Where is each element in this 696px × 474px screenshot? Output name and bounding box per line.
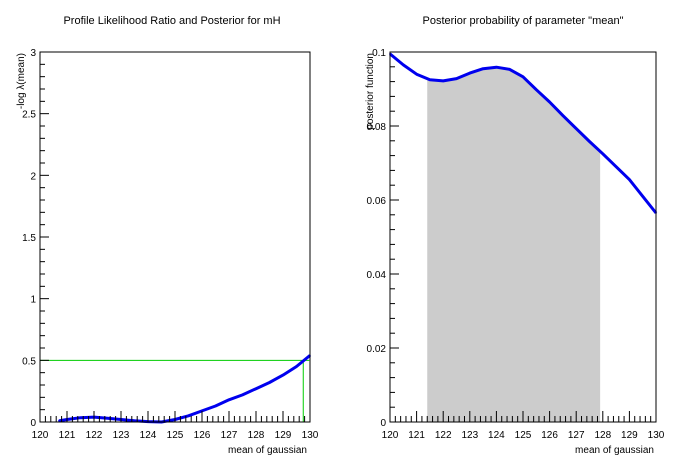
data-point — [508, 68, 511, 71]
data-point — [79, 416, 82, 419]
data-point — [455, 77, 458, 80]
data-point — [133, 419, 136, 422]
data-point — [106, 417, 109, 420]
chart-title: Posterior probability of parameter "mean… — [422, 15, 623, 27]
profile-likelihood-chart: Profile Likelihood Ratio and Posterior f… — [16, 15, 319, 456]
data-point — [495, 66, 498, 68]
series-line — [58, 354, 311, 424]
data-point — [241, 394, 244, 396]
y-tick-label: 0.5 — [22, 356, 36, 367]
data-point — [641, 195, 644, 198]
x-tick-label: 125 — [515, 430, 532, 441]
axis-ticks: 120 121 122 123 124 125 126 127 128 129 130 0 0.02 0.… — [367, 48, 665, 441]
x-tick-label: 130 — [648, 430, 665, 441]
y-tick-label: 1 — [30, 295, 36, 306]
axis-ticks: 120 121 122 123 124 125 126 127 128 129 130 0 0.5 1 1.… — [22, 48, 319, 441]
data-point — [442, 80, 445, 82]
data-point — [522, 75, 524, 78]
data-point — [415, 73, 418, 75]
chart-title: Profile Likelihood Ratio and Posterior f… — [63, 15, 280, 27]
x-tick-label: 128 — [248, 430, 265, 441]
data-point — [214, 405, 217, 407]
data-point — [187, 415, 190, 417]
data-point — [402, 64, 405, 66]
data-point — [588, 140, 591, 143]
x-tick-label: 123 — [113, 430, 130, 441]
x-axis-label: mean of gaussian — [228, 445, 307, 456]
y-tick-label: 0.06 — [367, 196, 387, 207]
x-tick-label: 125 — [167, 430, 184, 441]
data-point — [58, 419, 60, 422]
x-tick-label: 121 — [59, 430, 76, 441]
y-axis-label: posterior function — [365, 53, 376, 130]
x-axis-label: mean of gaussian — [575, 445, 654, 456]
x-tick-label: 124 — [488, 430, 505, 441]
y-tick-label: 1.5 — [22, 233, 36, 244]
data-point — [615, 165, 617, 168]
data-point — [602, 152, 604, 155]
data-point — [548, 101, 551, 103]
x-tick-label: 120 — [32, 430, 49, 441]
y-tick-label: 0.08 — [367, 122, 387, 133]
x-tick-label: 121 — [408, 430, 425, 441]
y-tick-label: 0 — [380, 418, 386, 429]
x-tick-label: 124 — [140, 430, 157, 441]
credible-interval-area — [427, 67, 601, 423]
x-tick-label: 122 — [435, 430, 452, 441]
data-point — [268, 381, 271, 384]
x-tick-label: 130 — [302, 430, 319, 441]
y-tick-label: 0.04 — [367, 270, 387, 281]
x-tick-label: 123 — [461, 430, 478, 441]
x-tick-label: 122 — [86, 430, 103, 441]
x-tick-label: 126 — [541, 430, 558, 441]
data-point — [535, 88, 538, 91]
y-tick-label: 0.02 — [367, 344, 387, 355]
data-point — [482, 67, 484, 70]
y-tick-label: 0.1 — [372, 48, 386, 59]
y-axis-label: -log λ(mean) — [16, 53, 27, 109]
y-tick-label: 2 — [30, 171, 36, 182]
x-tick-label: 120 — [382, 430, 399, 441]
data-point — [575, 127, 577, 130]
x-tick-label: 127 — [568, 430, 585, 441]
x-tick-label: 128 — [594, 430, 611, 441]
data-point — [295, 365, 298, 368]
x-tick-label: 129 — [275, 430, 292, 441]
posterior-chart: Posterior probability of parameter "mean… — [365, 15, 665, 456]
data-point — [628, 178, 631, 181]
y-tick-label: 2.5 — [22, 110, 36, 121]
data-point — [562, 114, 564, 117]
data-point — [255, 387, 257, 390]
x-tick-label: 127 — [221, 430, 238, 441]
x-tick-label: 129 — [621, 430, 638, 441]
data-point — [228, 399, 230, 401]
chart-marks — [389, 52, 658, 423]
data-point — [282, 374, 284, 376]
x-tick-label: 126 — [194, 430, 211, 441]
data-point — [429, 78, 431, 81]
y-tick-label: 0 — [30, 418, 36, 429]
y-tick-label: 3 — [30, 48, 36, 59]
data-point — [469, 72, 471, 74]
